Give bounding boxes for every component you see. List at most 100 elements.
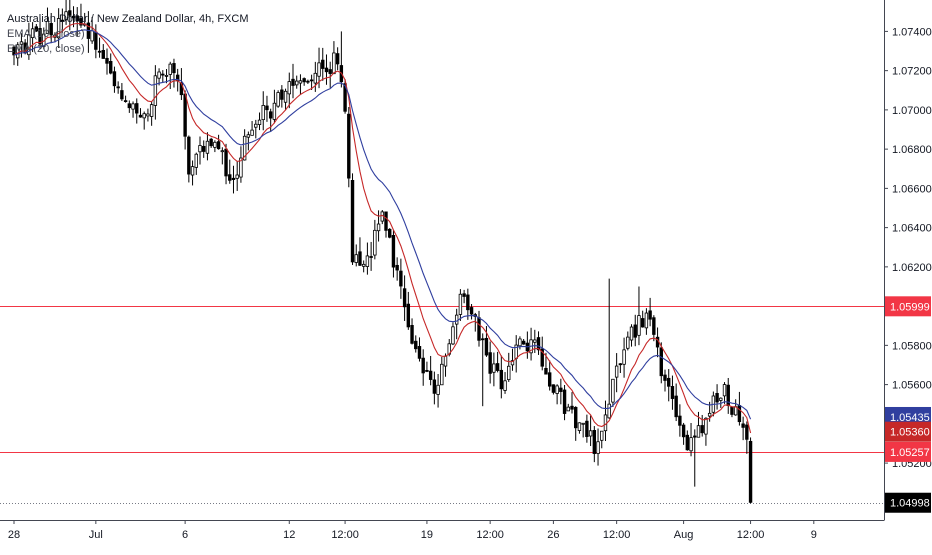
- candle-body: [224, 148, 228, 177]
- candle: [209, 137, 213, 148]
- candle: [715, 384, 719, 410]
- candle: [302, 77, 306, 86]
- candle: [376, 210, 381, 242]
- candle: [622, 337, 626, 378]
- candle: [220, 147, 225, 165]
- candle: [451, 322, 455, 346]
- candle: [276, 90, 280, 108]
- time-tick-label: 12:00: [331, 529, 359, 541]
- candle: [574, 406, 578, 441]
- candle: [97, 37, 102, 58]
- candle-body: [585, 420, 589, 437]
- candle: [633, 314, 637, 347]
- price-label-box: [885, 296, 931, 317]
- candle: [101, 44, 105, 59]
- candle: [216, 134, 221, 150]
- candle-body: [164, 74, 169, 77]
- candle-body: [481, 338, 485, 341]
- price-tick-label: 1.07400: [892, 26, 932, 38]
- time-tick-label: 6: [182, 529, 188, 541]
- candle: [663, 369, 667, 392]
- candle-body: [157, 71, 161, 79]
- candle-body: [187, 136, 191, 175]
- candle-body: [458, 293, 463, 315]
- candle-body: [492, 363, 496, 373]
- candle-body: [614, 365, 619, 378]
- candle: [231, 165, 236, 194]
- candle-body: [432, 379, 437, 394]
- price-tick-label: 1.06200: [892, 262, 932, 274]
- candle-body: [704, 417, 708, 435]
- candle: [681, 422, 686, 445]
- candle: [365, 242, 370, 275]
- candle-body: [265, 105, 269, 111]
- time-tick-label: Jul: [89, 529, 103, 541]
- candle: [685, 430, 690, 451]
- candle: [309, 74, 314, 91]
- price-label-text: 1.05999: [890, 301, 930, 313]
- candle-body: [64, 11, 68, 20]
- candle-body: [484, 337, 489, 356]
- candle: [596, 428, 600, 466]
- candle-body: [562, 389, 567, 414]
- candle: [246, 131, 251, 151]
- candle-body: [454, 314, 459, 325]
- candle-body: [79, 17, 83, 26]
- candle: [432, 371, 437, 405]
- candle-body: [235, 174, 239, 179]
- candle: [358, 237, 362, 266]
- candle-body: [741, 423, 745, 428]
- candle: [131, 101, 135, 118]
- candle-body: [38, 28, 42, 45]
- time-tick-label: 12: [283, 529, 295, 541]
- candle-body: [499, 369, 504, 390]
- candle-body: [391, 235, 396, 268]
- candle-body: [75, 15, 79, 22]
- candle: [172, 58, 176, 88]
- time-axis[interactable]: [0, 520, 932, 550]
- candle-body: [298, 80, 303, 84]
- candle-body: [105, 57, 109, 64]
- candle: [741, 416, 745, 441]
- candle: [30, 22, 35, 53]
- price-label-text: 1.05435: [890, 412, 930, 424]
- candle: [347, 107, 351, 188]
- candle: [533, 329, 537, 353]
- candle: [395, 257, 399, 281]
- candle-body: [16, 44, 20, 59]
- candle-body: [365, 255, 370, 267]
- candle-body: [667, 377, 671, 387]
- candle-body: [373, 229, 377, 256]
- time-tick-label: 12:00: [603, 529, 631, 541]
- candle: [484, 326, 489, 357]
- candle-body: [369, 256, 373, 258]
- candle: [228, 159, 232, 184]
- candle-body: [707, 412, 712, 417]
- candle: [283, 88, 288, 111]
- candle: [566, 403, 570, 412]
- candle: [614, 353, 619, 393]
- candle-body: [202, 145, 206, 152]
- candle-body: [678, 415, 682, 426]
- candle: [410, 318, 414, 345]
- price-tick-label: 1.06600: [892, 183, 932, 195]
- candle-body: [629, 326, 634, 341]
- price-tick-label: 1.05600: [892, 380, 932, 392]
- candle: [637, 286, 641, 346]
- candle-body: [737, 405, 742, 423]
- candle: [313, 61, 318, 92]
- candle-body: [618, 363, 623, 366]
- candle: [629, 324, 634, 347]
- candle-body: [68, 10, 72, 16]
- candle: [551, 384, 556, 395]
- candle: [250, 121, 254, 136]
- candle: [135, 98, 139, 124]
- candle-body: [138, 114, 143, 118]
- candle-body: [328, 69, 332, 74]
- candle-body: [574, 406, 578, 429]
- candle-body: [681, 424, 686, 438]
- candle: [306, 79, 310, 84]
- candle-body: [49, 23, 53, 36]
